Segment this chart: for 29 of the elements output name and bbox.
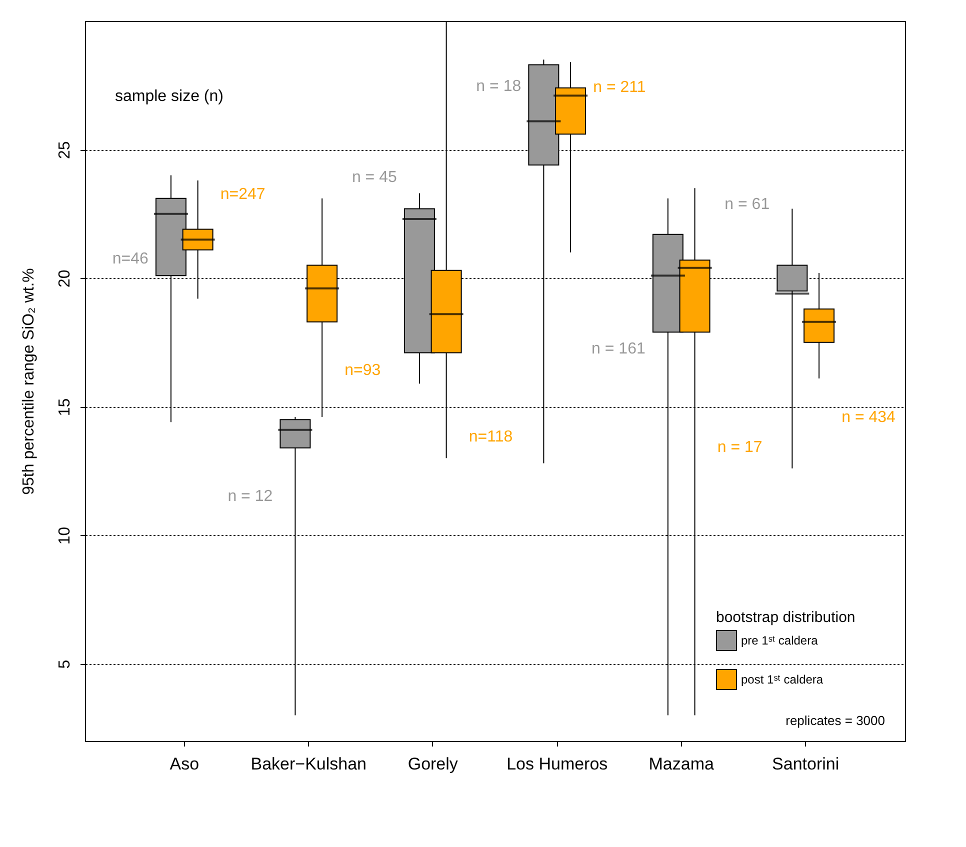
y-tick-label: 20 bbox=[56, 270, 74, 288]
annotation: n = 45 bbox=[352, 169, 397, 186]
y-tick-label: 10 bbox=[56, 526, 74, 545]
annotation: n = 61 bbox=[724, 196, 770, 213]
x-tick-label: Mazama bbox=[648, 754, 714, 774]
annotation: n = 18 bbox=[476, 78, 522, 95]
annotation: replicates = 3000 bbox=[786, 713, 885, 728]
annotation: n=93 bbox=[344, 362, 381, 380]
y-tick-label: 5 bbox=[56, 660, 74, 669]
legend-title: bootstrap distribution bbox=[716, 609, 856, 626]
annotation: n = 17 bbox=[717, 439, 762, 456]
annotation: n = 434 bbox=[842, 409, 896, 426]
annotation: n=118 bbox=[468, 428, 513, 446]
annotation: n = 211 bbox=[593, 79, 646, 96]
annotation: n = 161 bbox=[592, 340, 646, 358]
x-tick-label: Santorini bbox=[772, 754, 840, 774]
x-tick-label: Aso bbox=[170, 754, 200, 774]
annotation: n = 12 bbox=[228, 488, 273, 506]
legend-label: pre 1ˢᵗ caldera bbox=[741, 634, 818, 648]
annotation: sample size (n) bbox=[115, 88, 224, 105]
legend-label: post 1ˢᵗ caldera bbox=[741, 672, 824, 686]
x-tick-label: Gorely bbox=[408, 754, 458, 774]
x-tick-label: Los Humeros bbox=[506, 754, 608, 774]
annotation: n=247 bbox=[220, 186, 266, 203]
y-tick-label: 15 bbox=[56, 398, 74, 416]
y-tick-label: 25 bbox=[56, 141, 74, 159]
x-tick-label: Baker−Kulshan bbox=[250, 754, 367, 774]
annotation: n=46 bbox=[112, 250, 148, 268]
y-axis-title: 95th percentile range SiO₂ wt.% bbox=[20, 268, 38, 495]
